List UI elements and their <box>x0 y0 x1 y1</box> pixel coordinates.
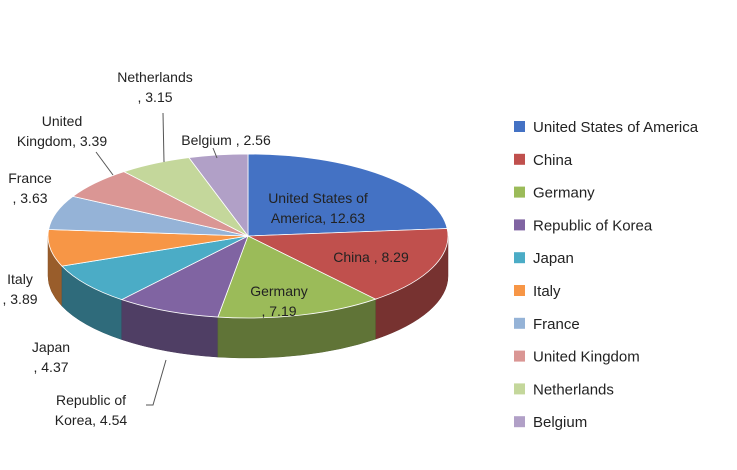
legend-label-netherlands: Netherlands <box>533 381 614 398</box>
legend-swatch-germany <box>514 186 525 198</box>
slice-belgium <box>188 153 249 238</box>
data-label-france: France, 3.63 <box>8 170 52 206</box>
legend-swatch-united-kingdom <box>514 350 525 362</box>
legend-label-italy: Italy <box>533 283 561 300</box>
legend-swatch-china <box>514 153 525 165</box>
data-label-republic-of-korea: Republic of Korea, 4.54 <box>55 392 128 428</box>
data-label-germany: Germany, 7.19 <box>250 283 308 319</box>
legend: United States of America China Germany Repu… <box>514 119 699 431</box>
legend-label-france: France <box>533 316 580 333</box>
leader-line-republic-of-korea <box>146 359 167 406</box>
data-label-china: China , 8.29 <box>333 249 409 265</box>
data-label-united-kingdom: United Kingdom, 3.39 <box>17 113 107 149</box>
legend-swatch-netherlands <box>514 383 525 395</box>
data-label-japan: Japan, 4.37 <box>32 339 70 375</box>
leader-line-belgium <box>212 147 218 159</box>
legend-swatch-italy <box>514 285 525 296</box>
legend-label-germany: Germany <box>533 185 595 202</box>
legend-label-republic-of-korea: Republic of Korea <box>533 217 653 234</box>
leader-lines <box>95 112 218 406</box>
slice-japan <box>61 235 249 301</box>
legend-swatch-france <box>514 317 525 329</box>
legend-label-united-kingdom: United Kingdom <box>533 349 640 366</box>
legend-label-belgium: Belgium <box>533 414 587 431</box>
legend-swatch-republic-of-korea <box>514 219 525 231</box>
legend-label-united-states-of-america: United States of America <box>533 119 699 136</box>
slice-united-states-of-america <box>247 153 448 237</box>
legend-label-japan: Japan <box>533 250 574 267</box>
leader-line-netherlands <box>162 112 165 163</box>
legend-swatch-belgium <box>514 416 525 428</box>
leader-line-united-kingdom <box>95 151 114 176</box>
data-label-italy: Italy, 3.89 <box>2 271 37 307</box>
slice-labels: United States of America, 12.63 China , 8.… <box>2 69 408 428</box>
data-label-united-states-of-america: United States of America, 12.63 <box>268 190 368 226</box>
data-label-netherlands: Netherlands, 3.15 <box>117 69 193 105</box>
slice-china <box>247 228 449 300</box>
data-label-belgium: Belgium , 2.56 <box>181 132 271 148</box>
pie-slices <box>47 153 449 359</box>
slice-germany <box>217 235 377 319</box>
legend-swatch-japan <box>514 252 525 264</box>
legend-label-china: China <box>533 152 573 169</box>
slice-republic-of-korea <box>120 235 249 318</box>
legend-swatch-united-states-of-america <box>514 121 525 132</box>
